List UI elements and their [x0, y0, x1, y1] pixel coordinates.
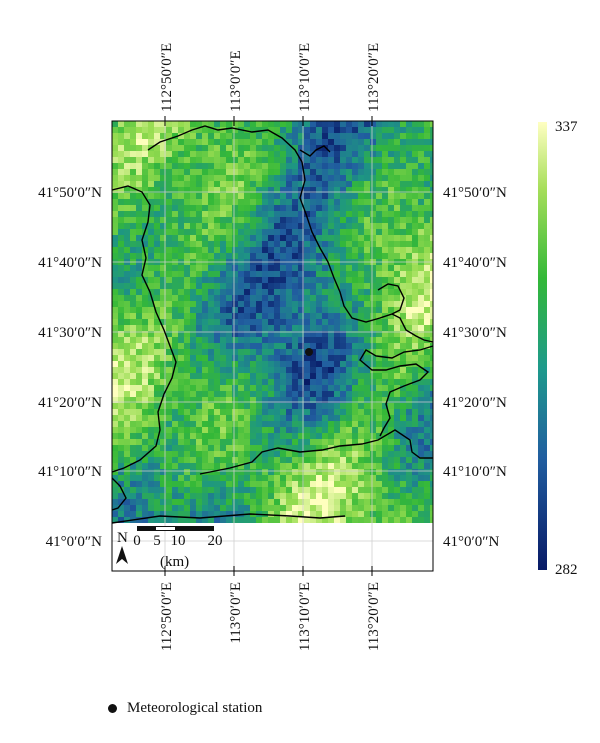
station-legend-label: Meteorological station — [127, 700, 263, 716]
map-legend: Meteorological station — [108, 700, 262, 717]
scale-tick-0: 0 — [133, 533, 141, 549]
colorbar-min-label: 282 — [555, 562, 578, 578]
lat-label-left-6: 41°0′0″N — [46, 534, 103, 550]
north-arrow: N — [116, 530, 128, 564]
scale-tick-20: 20 — [208, 533, 223, 549]
lat-label-right-3: 41°30′0″N — [443, 325, 507, 341]
lon-label-bottom-1: 112°50′0″E — [159, 582, 175, 651]
lat-label-left-3: 41°30′0″N — [38, 325, 102, 341]
lon-label-top-4: 113°20′0″E — [366, 43, 382, 112]
graticule — [112, 121, 433, 571]
lon-label-top-3: 113°10′0″E — [297, 43, 313, 112]
station-legend-icon — [108, 704, 117, 713]
lat-label-right-5: 41°10′0″N — [443, 464, 507, 480]
north-arrow-label: N — [117, 530, 128, 546]
lat-label-left-4: 41°20′0″N — [38, 395, 102, 411]
study-area-boundary — [111, 125, 434, 524]
scale-tick-10: 10 — [171, 533, 186, 549]
lat-label-right-6: 41°0′0″N — [443, 534, 500, 550]
lat-label-left-5: 41°10′0″N — [38, 464, 102, 480]
scale-tick-5: 5 — [153, 533, 161, 549]
lon-label-bottom-3: 113°10′0″E — [297, 582, 313, 651]
lon-label-top-2: 113°0′0″E — [228, 50, 244, 112]
tick-marks — [164, 116, 373, 576]
lon-label-bottom-2: 113°0′0″E — [228, 582, 244, 644]
lat-label-right-4: 41°20′0″N — [443, 395, 507, 411]
scale-unit: (km) — [160, 554, 189, 570]
lat-label-left-1: 41°50′0″N — [38, 185, 102, 201]
lat-label-right-2: 41°40′0″N — [443, 255, 507, 271]
station-marker — [305, 348, 313, 356]
lon-label-top-1: 112°50′0″E — [159, 43, 175, 112]
north-arrow-icon — [116, 546, 128, 564]
scale-bar: 0 5 10 20 (km) — [133, 526, 223, 570]
lat-label-left-2: 41°40′0″N — [38, 255, 102, 271]
lat-label-right-1: 41°50′0″N — [443, 185, 507, 201]
colorbar — [538, 122, 547, 570]
colorbar-max-label: 337 — [555, 119, 578, 135]
lon-label-bottom-4: 113°20′0″E — [366, 582, 382, 651]
map-frame — [111, 120, 434, 572]
